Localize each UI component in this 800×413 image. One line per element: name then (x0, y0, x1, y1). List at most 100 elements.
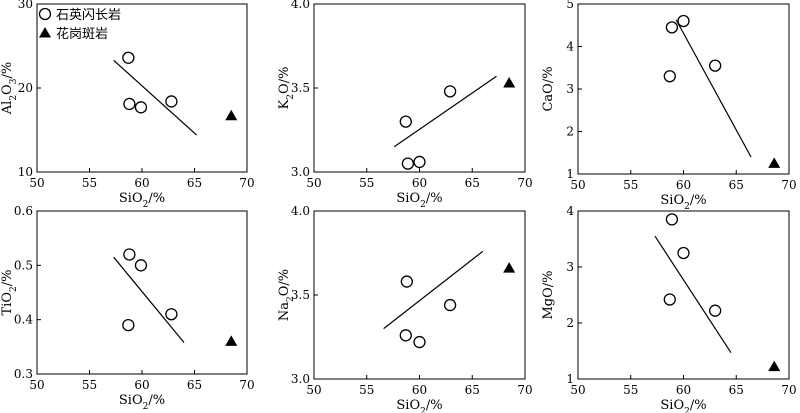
data-point-circle (443, 298, 457, 312)
y-tick-label: 3.0 (291, 165, 310, 179)
x-axis-label: SiO2/% (396, 191, 442, 210)
y-tick-label: 4.0 (291, 204, 310, 218)
y-tick-label: 3.5 (291, 81, 310, 95)
data-point-circle (134, 101, 148, 114)
x-tick-label: 70 (239, 378, 254, 392)
x-tick-label: 70 (517, 176, 532, 190)
x-tick-label: 65 (465, 383, 480, 397)
legend-triangle-icon (39, 27, 51, 38)
x-axis-label: SiO2/% (119, 191, 165, 210)
data-point-circle (665, 213, 679, 226)
x-tick-label: 60 (412, 176, 427, 190)
x-tick-label: 60 (412, 383, 427, 397)
x-tick-label: 65 (729, 383, 744, 397)
x-tick-label: 65 (187, 378, 202, 392)
y-tick-label: 20 (18, 81, 33, 95)
legend-circle-icon (38, 7, 52, 21)
x-tick-label: 70 (781, 383, 796, 397)
data-point-circle (663, 70, 676, 83)
trend-line (113, 59, 198, 136)
data-point-circle (400, 275, 413, 288)
panel-5: 50 55 60 65 70 3.0 3.5 4.0 SiO2/% Na2O/% (277, 204, 533, 413)
panel-3: 50 55 60 65 70 1 2 3 4 5 SiO2/% CaO/% (541, 0, 797, 212)
trend-line (393, 75, 497, 148)
legend-label: 石英闪长岩 (56, 8, 121, 23)
panel-4: 50 55 60 65 70 0.3 0.4 0.5 0.6 SiO2/% TiO2/% (0, 204, 255, 412)
y-axis-label: Na2O/% (277, 269, 296, 321)
data-point-circle (677, 246, 690, 260)
y-tick-label: 1 (566, 372, 574, 386)
y-tick-label: 0.6 (14, 204, 33, 218)
data-point-circle (665, 21, 679, 34)
data-point-circle (709, 304, 722, 317)
data-point-triangle (503, 262, 516, 273)
x-tick-label: 55 (623, 178, 638, 192)
plot-frame (313, 210, 526, 380)
data-point-triangle (503, 76, 516, 88)
data-point-circle (165, 95, 178, 108)
y-tick-label: 1 (566, 167, 574, 181)
x-tick-label: 55 (82, 378, 97, 392)
x-tick-label: 55 (82, 176, 97, 190)
data-point-circle (122, 51, 135, 64)
plot-frame (577, 3, 790, 175)
x-axis-label: SiO2/% (119, 393, 165, 412)
y-axis-label: Al2O3/% (0, 62, 19, 115)
y-tick-label: 10 (18, 165, 33, 179)
x-axis-label: SiO2/% (396, 398, 442, 413)
legend-label: 花岗斑岩 (56, 26, 108, 42)
y-tick-label: 30 (18, 0, 33, 11)
y-tick-label: 5 (566, 0, 574, 11)
trend-line (675, 19, 752, 158)
plot-frame (313, 3, 526, 173)
data-point-circle (399, 329, 412, 342)
y-tick-label: 0.5 (14, 258, 33, 272)
trend-line (383, 250, 484, 330)
y-tick-label: 3.5 (291, 288, 310, 302)
y-tick-label: 4 (566, 40, 574, 54)
trend-line (113, 256, 185, 343)
x-tick-label: 70 (517, 383, 532, 397)
x-tick-label: 50 (29, 176, 44, 190)
x-tick-label: 50 (570, 178, 585, 192)
data-point-circle (443, 85, 457, 98)
x-tick-label: 55 (359, 176, 374, 190)
data-point-triangle (225, 335, 238, 346)
data-point-circle (122, 318, 135, 332)
y-tick-label: 4.0 (291, 0, 310, 11)
data-point-circle (123, 97, 136, 111)
x-tick-label: 65 (187, 176, 202, 190)
panel-2: 50 55 60 65 70 3.0 3.5 4.0 SiO2/% K2O/% (277, 0, 533, 210)
y-tick-label: 0.4 (14, 313, 33, 327)
plot-frame (577, 210, 790, 380)
x-tick-label: 70 (239, 176, 254, 190)
y-tick-label: 3.0 (291, 372, 310, 386)
y-tick-label: 3 (566, 260, 574, 274)
data-point-circle (677, 14, 690, 28)
data-point-circle (413, 155, 426, 169)
x-tick-label: 55 (623, 383, 638, 397)
data-point-circle (401, 157, 415, 170)
y-tick-label: 4 (566, 204, 574, 218)
x-tick-label: 60 (134, 378, 149, 392)
y-axis-label: CaO/% (541, 66, 556, 111)
x-tick-label: 60 (676, 383, 691, 397)
x-tick-label: 70 (781, 178, 796, 192)
y-tick-label: 0.3 (14, 367, 33, 381)
x-tick-label: 50 (29, 378, 44, 392)
data-point-circle (399, 115, 412, 128)
y-tick-label: 2 (566, 316, 574, 330)
y-axis-label: TiO2/% (0, 270, 19, 316)
data-point-triangle (768, 360, 781, 372)
data-point-triangle (768, 157, 781, 168)
data-point-circle (123, 248, 136, 261)
y-axis-label: MgO/% (541, 270, 556, 319)
x-tick-label: 50 (570, 383, 585, 397)
x-tick-label: 65 (729, 178, 744, 192)
y-tick-label: 3 (566, 82, 574, 96)
panel-6: 50 55 60 65 70 1 2 3 4 SiO2/% MgO/% (541, 204, 797, 413)
data-point-circle (709, 59, 722, 72)
data-point-circle (413, 335, 426, 349)
